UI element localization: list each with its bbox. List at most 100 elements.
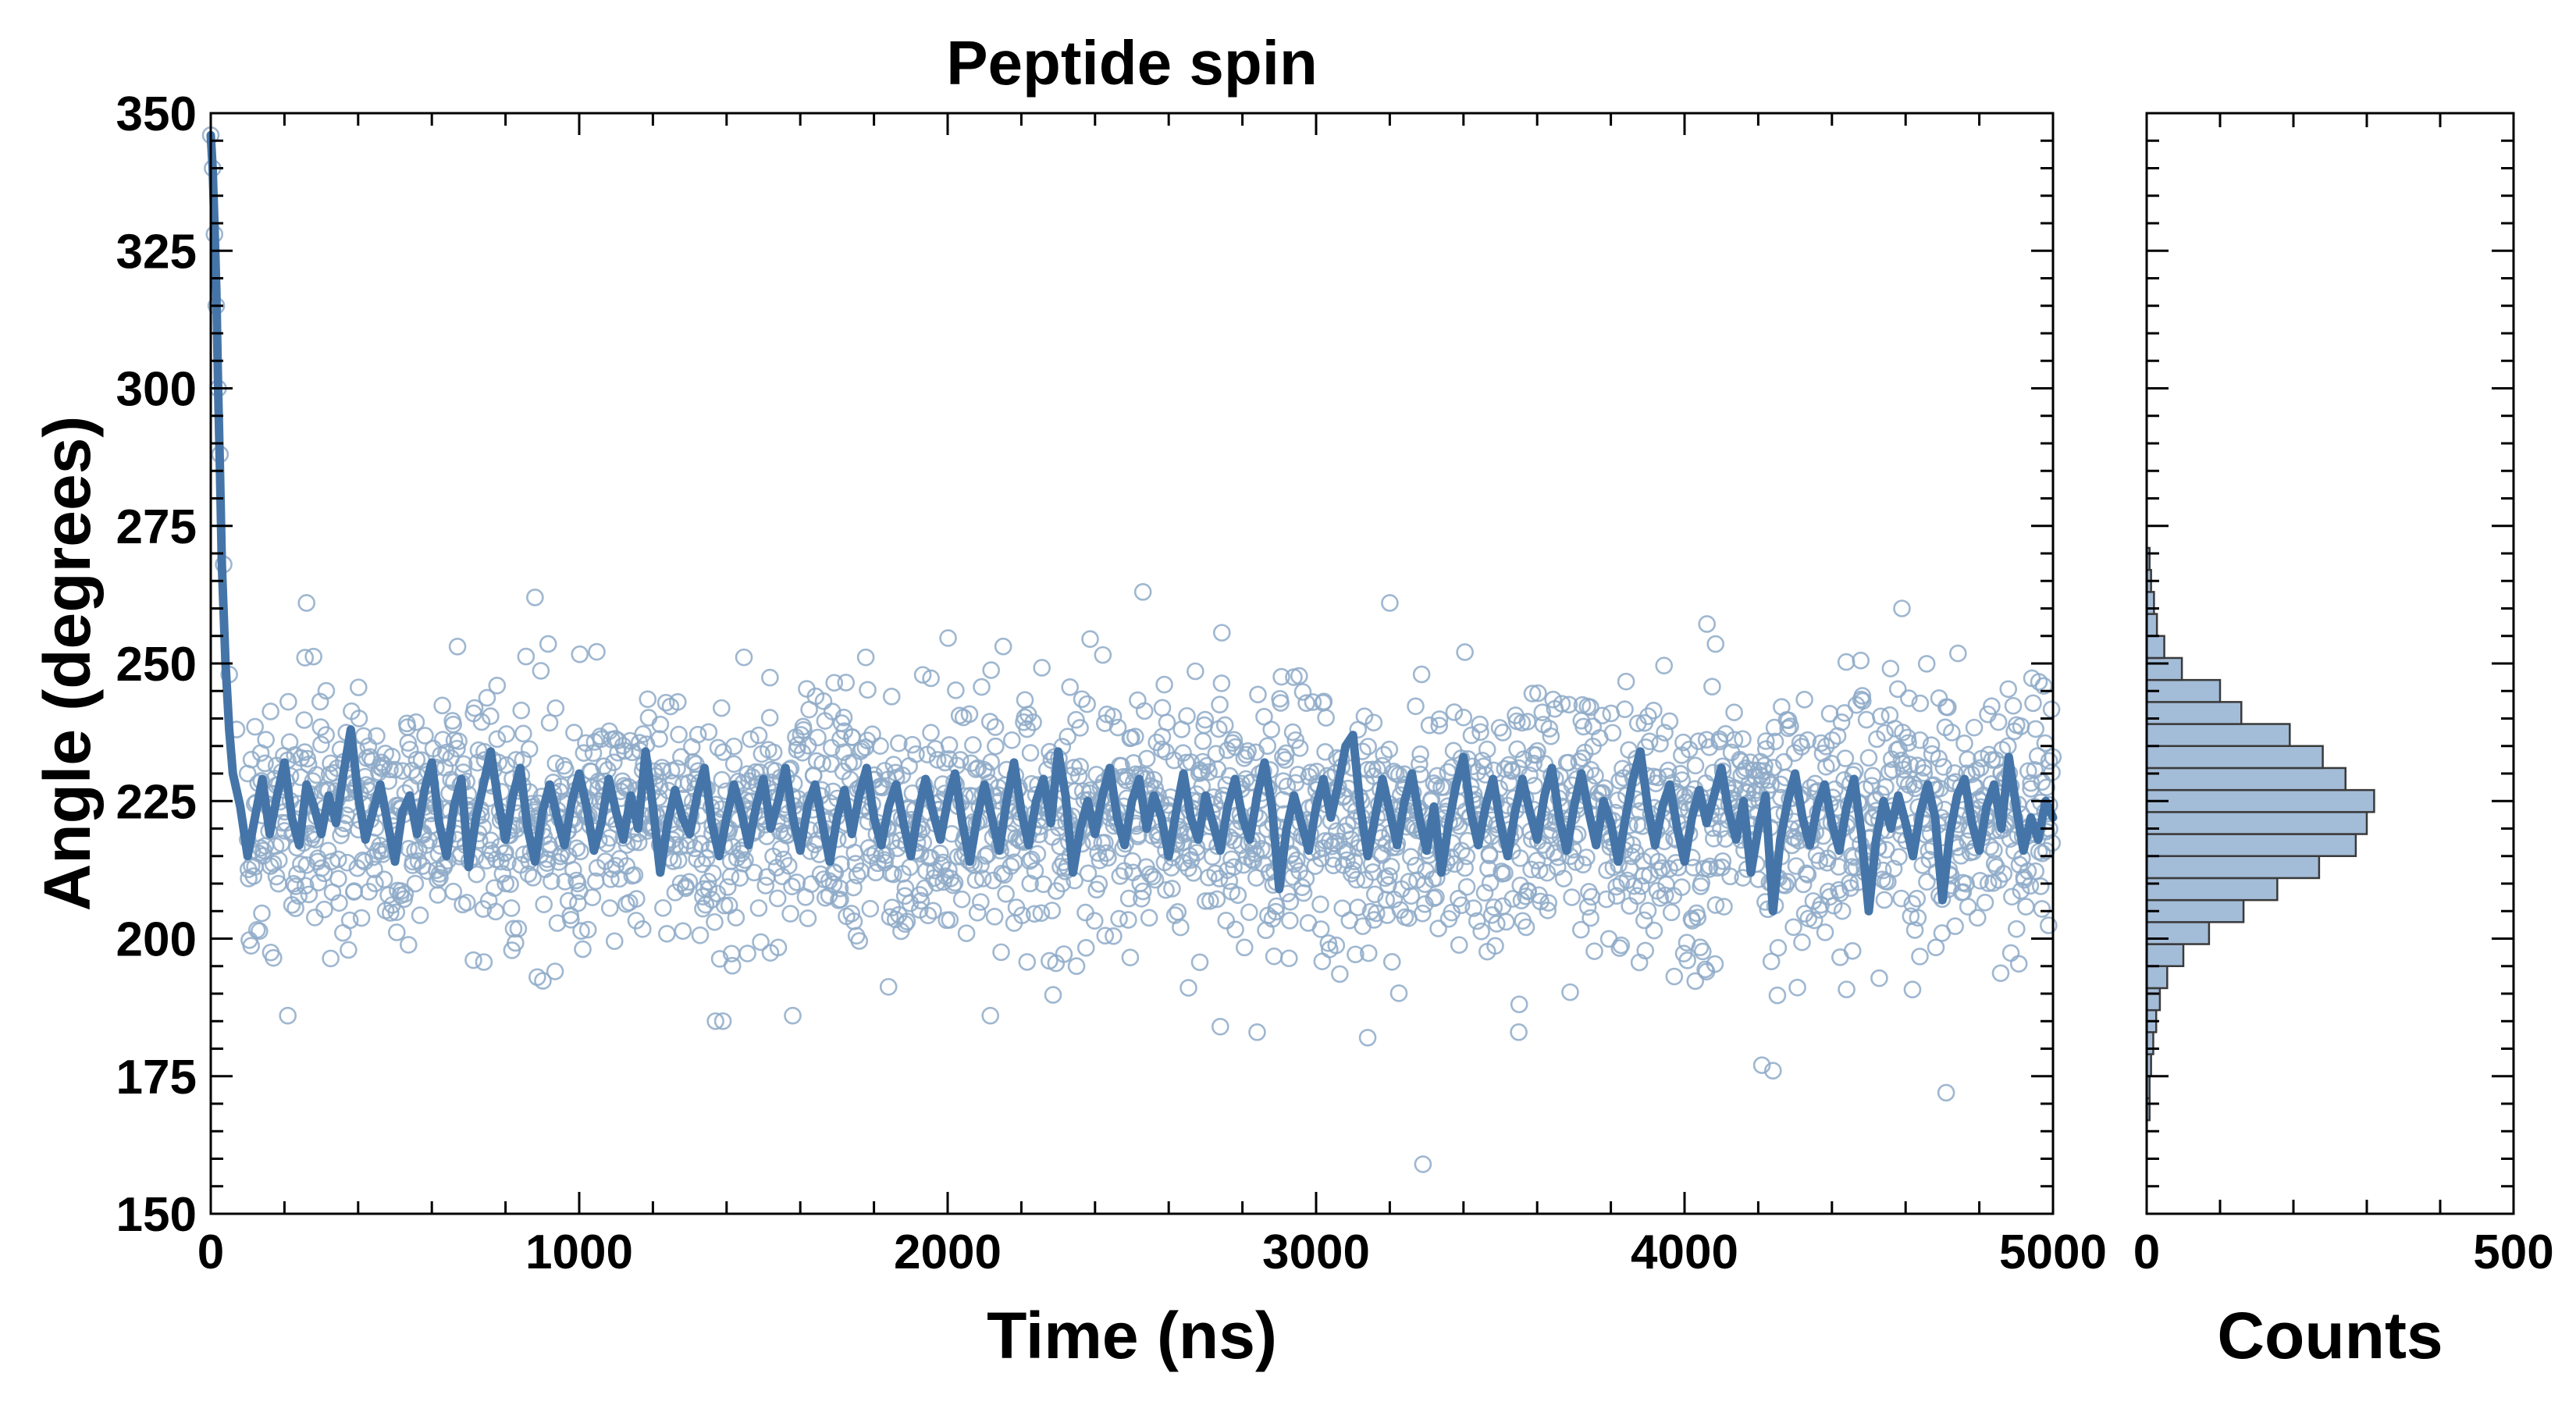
scatter-point bbox=[1297, 694, 1315, 713]
scatter-point bbox=[931, 844, 949, 863]
scatter-point bbox=[1538, 863, 1557, 882]
scatter-point bbox=[1622, 847, 1641, 866]
scatter-point bbox=[1119, 911, 1137, 929]
scatter-point bbox=[1810, 852, 1829, 870]
scatter-point bbox=[2034, 677, 2053, 695]
scatter-point bbox=[1475, 757, 1493, 776]
scatter-point bbox=[1930, 749, 1948, 768]
scatter-point bbox=[1510, 995, 1528, 1014]
scatter-point bbox=[656, 693, 675, 712]
scatter-point bbox=[1625, 877, 1643, 895]
histogram-bar bbox=[2145, 833, 2357, 858]
scatter-point bbox=[1762, 776, 1780, 794]
scatter-point bbox=[982, 661, 1000, 679]
scatter-point bbox=[1172, 918, 1190, 937]
scatter-point bbox=[1099, 848, 1117, 867]
scatter-point bbox=[1967, 761, 1986, 780]
scatter-point bbox=[837, 674, 856, 692]
scatter-point bbox=[694, 899, 712, 918]
scatter-point bbox=[1144, 867, 1162, 886]
scatter-point bbox=[1485, 898, 1503, 916]
scatter-point bbox=[399, 734, 418, 752]
scatter-point bbox=[574, 940, 592, 959]
scatter-point bbox=[2033, 844, 2051, 863]
scatter-point bbox=[1073, 690, 1091, 709]
scatter-point bbox=[1697, 731, 1716, 749]
scatter-point bbox=[1769, 939, 1788, 957]
scatter-point bbox=[1539, 902, 1557, 919]
scatter-point bbox=[1553, 695, 1571, 713]
scatter-point bbox=[1955, 735, 1973, 752]
scatter-point bbox=[1053, 874, 1072, 893]
scatter-point bbox=[1908, 889, 1927, 908]
scatter-point bbox=[987, 737, 1005, 756]
scatter-point bbox=[706, 912, 724, 931]
scatter-point bbox=[1347, 870, 1366, 889]
scatter-point bbox=[1081, 630, 1099, 649]
scatter-point bbox=[1456, 643, 1474, 661]
scatter-point bbox=[392, 882, 411, 900]
scatter-point bbox=[1319, 934, 1338, 952]
histogram-x-axis-label: Counts bbox=[2217, 1299, 2443, 1372]
scatter-point bbox=[1140, 909, 1158, 927]
scatter-point bbox=[1665, 967, 1684, 986]
scatter-point bbox=[368, 727, 386, 745]
scatter-point bbox=[980, 713, 999, 731]
scatter-point bbox=[1561, 983, 1579, 1001]
scatter-point bbox=[352, 909, 371, 927]
scatter-point bbox=[964, 736, 982, 754]
histogram-bar bbox=[2145, 745, 2324, 770]
scatter-point bbox=[1225, 858, 1243, 877]
scatter-point bbox=[1016, 708, 1034, 727]
scatter-point bbox=[1918, 873, 1936, 891]
scatter-point bbox=[257, 731, 275, 749]
scatter-point bbox=[1952, 847, 1970, 865]
scatter-point bbox=[1835, 704, 1854, 722]
scatter-point bbox=[575, 744, 593, 762]
scatter-point bbox=[1179, 979, 1197, 997]
scatter-point bbox=[2004, 696, 2023, 715]
histogram-bar bbox=[2145, 635, 2165, 660]
scatter-point bbox=[546, 754, 565, 773]
scatter-point bbox=[1854, 692, 1872, 710]
scatter-point bbox=[1890, 848, 1908, 866]
scatter-point bbox=[475, 953, 493, 971]
scatter-point bbox=[472, 713, 491, 731]
scatter-point bbox=[1355, 707, 1374, 725]
scatter-point bbox=[1768, 986, 1787, 1005]
scatter-point bbox=[1427, 888, 1445, 906]
scatter-point bbox=[633, 920, 652, 938]
scatter-point bbox=[1133, 890, 1151, 908]
scatter-point bbox=[534, 972, 552, 990]
scatter-point-outlier bbox=[297, 594, 316, 612]
histogram-bar bbox=[2145, 921, 2211, 945]
scatter-point bbox=[1511, 849, 1529, 867]
x-tick-label: 1000 bbox=[525, 1225, 633, 1279]
scatter-point bbox=[1468, 912, 1486, 930]
scatter-point bbox=[1293, 683, 1312, 701]
scatter-point bbox=[1225, 731, 1244, 749]
scatter-point bbox=[832, 855, 850, 873]
scatter-point bbox=[760, 709, 779, 727]
scatter-point bbox=[1368, 904, 1386, 923]
y-tick-label: 275 bbox=[116, 500, 197, 554]
scatter-point bbox=[1909, 909, 1927, 927]
scatter-point bbox=[1024, 713, 1042, 731]
scatter-point bbox=[1525, 754, 1543, 773]
scatter-point bbox=[1071, 757, 1089, 776]
scatter-point bbox=[669, 692, 687, 711]
scatter-point bbox=[1044, 986, 1062, 1004]
scatter-point bbox=[409, 852, 428, 870]
scatter-point bbox=[831, 879, 849, 898]
scatter-point bbox=[699, 880, 718, 898]
scatter-point bbox=[1660, 712, 1679, 731]
scatter-point bbox=[1540, 720, 1559, 738]
scatter-point bbox=[1927, 938, 1945, 957]
scatter-point bbox=[1111, 867, 1130, 885]
scatter-point bbox=[1462, 726, 1481, 745]
scatter-point bbox=[781, 905, 799, 923]
scatter-point bbox=[1734, 730, 1752, 749]
scatter-point bbox=[968, 903, 987, 922]
histogram-bar bbox=[2145, 613, 2158, 637]
histogram-bar bbox=[2145, 987, 2161, 1012]
